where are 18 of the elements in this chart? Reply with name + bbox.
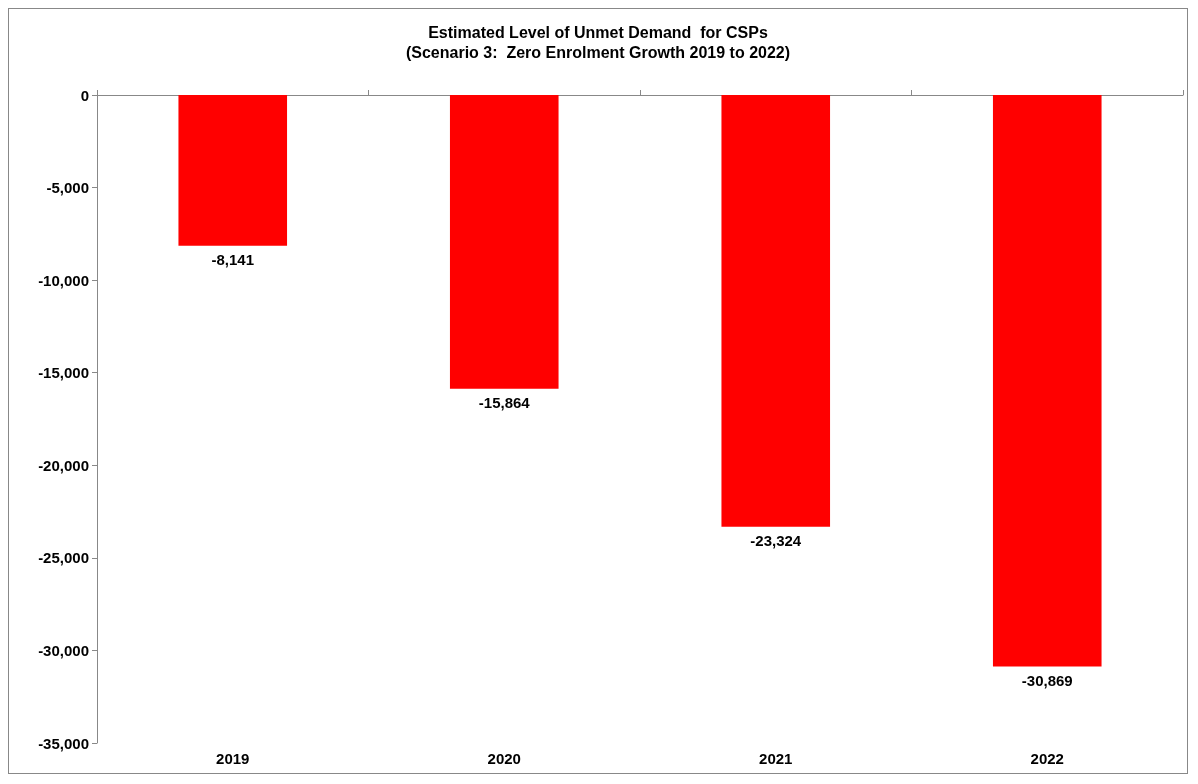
y-tick-label: -25,000 [38, 549, 89, 567]
y-tick-label: -10,000 [38, 271, 89, 289]
y-tick-label: -5,000 [46, 179, 89, 197]
data-label: -15,864 [478, 393, 531, 411]
y-tick-label: -30,000 [38, 641, 89, 659]
y-tick-label: -35,000 [38, 734, 89, 752]
y-tick-label: 0 [80, 86, 89, 104]
y-tick-label: -20,000 [38, 456, 89, 474]
data-label: -23,324 [750, 531, 802, 549]
chart-title: Estimated Level of Unmet Demand for CSPs [428, 23, 768, 41]
x-tick-label: 2020 [487, 750, 521, 767]
x-tick-label: 2019 [216, 750, 250, 767]
data-label: -8,141 [211, 250, 255, 268]
x-tick-label: 2022 [1030, 750, 1064, 767]
x-tick-label: 2021 [759, 750, 793, 767]
y-tick-label: -15,000 [38, 364, 89, 382]
chart-subtitle: (Scenario 3: Zero Enrolment Growth 2019 to 2022) [405, 43, 791, 61]
data-label: -30,869 [1021, 671, 1073, 689]
